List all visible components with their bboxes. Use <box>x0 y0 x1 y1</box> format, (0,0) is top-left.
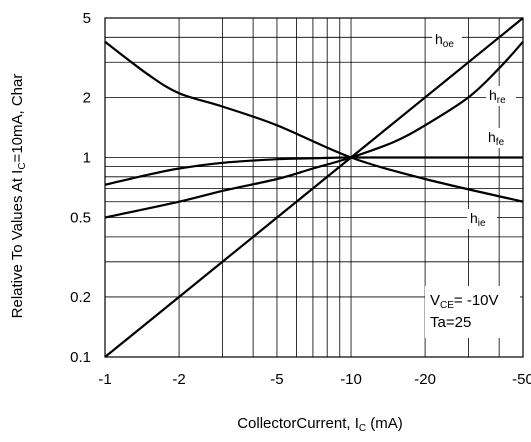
x-tick-label: -5 <box>270 371 283 388</box>
x-axis-title-main: Collector <box>237 415 296 432</box>
series-hoe-line <box>104 17 524 358</box>
curve-label-mask <box>485 128 515 148</box>
curve-label-sub: fe <box>496 137 505 148</box>
y-tick-label: 1 <box>83 149 91 166</box>
curve-label-hie: hie <box>470 210 486 229</box>
series-hfe-line <box>104 156 523 186</box>
curve-label-sub: re <box>497 95 506 106</box>
curve-label-sub: ie <box>478 218 486 229</box>
x-tick-label: -1 <box>98 371 111 388</box>
condition-line: VCE= -10V <box>430 292 499 311</box>
y-tick-label: 0.1 <box>70 349 91 366</box>
curve-label-hfe: hfe <box>488 129 505 148</box>
condition-line: Ta=25 <box>430 314 471 331</box>
x-tick-label: -10 <box>340 371 362 388</box>
curve-label-main: h <box>489 87 497 103</box>
condition-sub: CE <box>440 300 454 311</box>
conditions-box: VCE= -10V Ta=25 <box>425 286 520 338</box>
y-axis-title-sub: C <box>17 162 28 169</box>
y-axis-title-post: =10mA, Char <box>9 74 26 163</box>
y-axis-title: Relative To Values At IC=10mA, Char <box>9 74 28 319</box>
condition-post: = -10V <box>454 292 499 309</box>
y-axis-title-pre: Relative To Values At I <box>9 170 26 319</box>
condition-pre: Ta=25 <box>430 314 471 331</box>
curve-label-mask <box>486 86 516 106</box>
plot-frame <box>104 17 524 358</box>
curve-label-hre: hre <box>489 87 506 106</box>
tick-labels: -1 -2 -5 -10 -20 -50 0.1 0.2 0.5 1 2 5 <box>70 10 531 388</box>
x-axis-title-rest: Current, I <box>296 415 359 432</box>
condition-pre: V <box>430 292 440 309</box>
x-axis-title: CollectorCurrent, IC (mA) <box>237 415 403 434</box>
y-tick-label: 0.2 <box>70 289 91 306</box>
x-tick-label: -2 <box>172 371 185 388</box>
conditions-mask <box>425 286 520 338</box>
curves <box>104 17 524 358</box>
curve-label-main: h <box>488 129 496 145</box>
label-masks <box>432 30 516 229</box>
x-axis-title-sub: C <box>359 423 366 434</box>
y-tick-label: 5 <box>83 10 91 27</box>
curve-label-hoe: hoe <box>435 31 454 50</box>
curve-label-sub: oe <box>443 39 455 50</box>
curve-label-mask <box>432 30 462 50</box>
x-axis-title-unit: (mA) <box>366 415 403 432</box>
y-tick-label: 0.5 <box>70 210 91 227</box>
curve-label-mask <box>467 209 497 229</box>
curve-label-main: h <box>470 210 478 226</box>
curve-label-main: h <box>435 31 443 47</box>
x-tick-label: -20 <box>414 371 436 388</box>
y-tick-label: 2 <box>83 89 91 106</box>
x-tick-label: -50 <box>512 371 531 388</box>
series-hie-line <box>104 40 524 203</box>
